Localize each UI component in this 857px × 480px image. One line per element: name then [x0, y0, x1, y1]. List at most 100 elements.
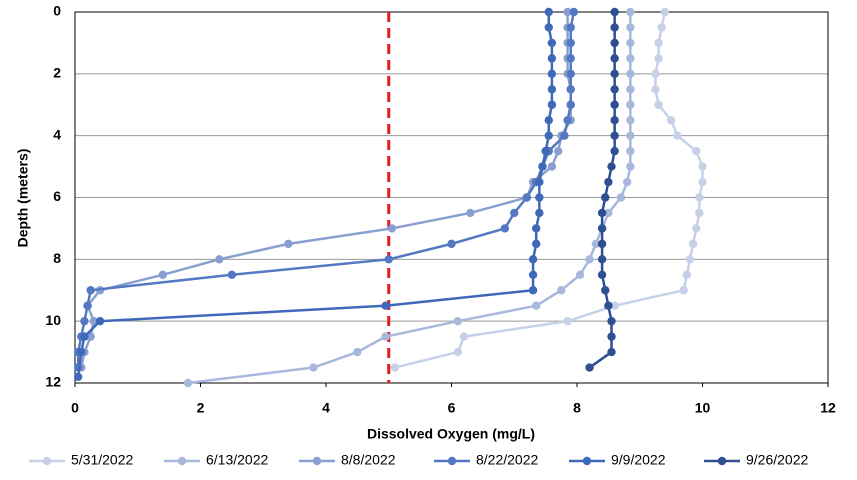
data-point	[597, 224, 607, 233]
data-point	[610, 131, 619, 140]
data-point	[597, 255, 607, 264]
data-point	[585, 255, 594, 264]
data-point	[585, 363, 594, 372]
data-point	[591, 239, 601, 249]
data-point	[657, 23, 666, 32]
data-point	[532, 239, 541, 249]
data-point	[695, 193, 704, 202]
data-point	[604, 301, 613, 310]
y-tick-label: 4	[53, 126, 61, 142]
legend-label: 8/22/2022	[476, 452, 538, 468]
data-point	[390, 363, 400, 372]
data-point	[626, 100, 635, 109]
plot-frame	[74, 11, 829, 384]
y-tick-label: 8	[53, 250, 61, 266]
x-axis-title: Dissolved Oxygen (mg/L)	[367, 426, 535, 442]
legend-label: 9/26/2022	[746, 452, 808, 468]
data-point	[626, 85, 635, 94]
y-tick-label: 2	[53, 65, 61, 81]
legend-marker	[447, 456, 457, 466]
legend-marker	[312, 456, 322, 466]
data-point	[626, 146, 635, 156]
y-tick-label: 10	[45, 312, 61, 328]
data-point	[563, 316, 572, 326]
data-point	[547, 54, 557, 63]
data-point	[682, 270, 692, 279]
data-point	[626, 23, 635, 32]
data-point	[447, 239, 456, 249]
data-point	[651, 85, 660, 94]
data-point	[616, 193, 626, 202]
data-point	[679, 286, 688, 295]
data-point	[77, 347, 86, 357]
data-point	[566, 54, 575, 63]
data-point	[607, 347, 616, 357]
data-point	[532, 301, 541, 310]
series-line	[76, 12, 554, 377]
data-point	[86, 286, 95, 295]
x-tick-label: 12	[820, 400, 836, 416]
data-point	[660, 7, 670, 17]
data-point	[698, 177, 707, 187]
data-point	[597, 270, 607, 279]
data-point	[692, 224, 701, 233]
legend-marker	[42, 456, 52, 466]
data-point	[553, 146, 563, 156]
data-point	[215, 255, 224, 264]
data-point	[459, 332, 469, 341]
x-tick-label: 8	[573, 400, 581, 416]
x-tick-label: 0	[71, 400, 79, 416]
data-point	[466, 208, 475, 218]
data-point	[544, 116, 553, 125]
data-point	[695, 208, 704, 218]
data-point	[381, 332, 390, 341]
data-point	[698, 162, 707, 171]
data-point	[353, 347, 362, 357]
legend-marker	[582, 456, 592, 466]
data-point	[623, 177, 632, 187]
y-axis-title: Depth (meters)	[15, 149, 31, 248]
data-point	[73, 372, 83, 382]
data-point	[284, 239, 293, 249]
data-point	[535, 193, 544, 202]
data-point	[610, 54, 619, 63]
data-point	[563, 116, 572, 125]
data-point	[610, 7, 619, 17]
data-point	[626, 69, 635, 79]
data-point	[610, 301, 619, 310]
legend-label: 6/13/2022	[206, 452, 268, 468]
series-line	[394, 11, 704, 369]
data-point	[541, 146, 550, 156]
data-point	[607, 332, 616, 341]
y-tick-label: 12	[45, 374, 61, 390]
data-point	[566, 38, 575, 48]
data-point	[566, 69, 575, 79]
data-point	[607, 316, 616, 326]
legend-label: 8/8/2022	[341, 452, 396, 468]
data-point	[610, 69, 619, 79]
data-point	[666, 116, 676, 125]
data-point	[89, 316, 99, 326]
data-point	[183, 378, 193, 388]
x-tick-label: 4	[322, 400, 330, 416]
legend-label: 9/9/2022	[611, 452, 666, 468]
data-point	[158, 270, 168, 279]
data-point	[604, 177, 613, 187]
legend-marker	[177, 456, 187, 466]
data-point	[626, 131, 635, 140]
y-tick-label: 0	[53, 3, 61, 19]
data-point	[547, 162, 557, 171]
data-point	[626, 54, 635, 63]
data-point	[384, 255, 393, 264]
series-line	[588, 12, 616, 369]
data-point	[692, 146, 701, 156]
data-point	[654, 100, 663, 109]
data-point	[626, 38, 635, 48]
data-point	[557, 286, 566, 295]
data-point	[538, 162, 547, 171]
data-point	[522, 193, 531, 202]
data-point	[610, 85, 619, 94]
data-point	[601, 286, 610, 295]
data-point	[535, 208, 544, 218]
